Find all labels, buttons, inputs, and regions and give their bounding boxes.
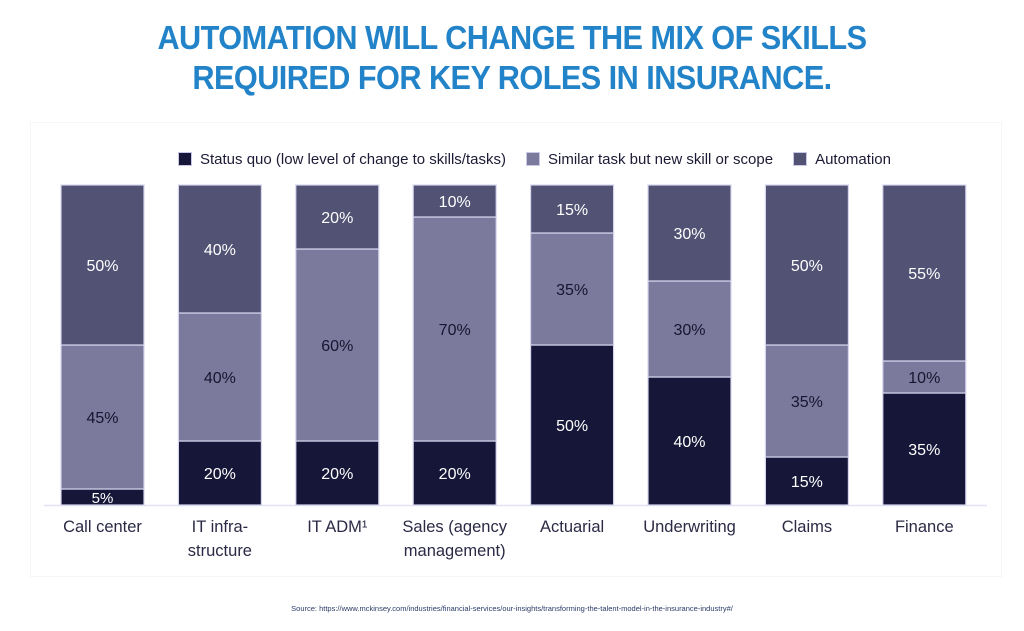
bar-stack: 50% 35% 15% xyxy=(529,184,615,506)
bar-segment xyxy=(764,184,850,346)
bar-segment xyxy=(647,280,732,378)
legend-swatch-status-quo xyxy=(178,152,192,166)
data-label: 5% xyxy=(92,490,114,507)
category-label: structure xyxy=(188,542,252,560)
bar-stack: 20% 40% 40% xyxy=(177,184,262,506)
data-label: 45% xyxy=(86,410,118,427)
data-label: 40% xyxy=(204,242,236,259)
data-label: 30% xyxy=(673,322,705,339)
data-label: 10% xyxy=(439,194,471,211)
bar-stack: 5% 45% 50% xyxy=(60,184,145,507)
bar-segment xyxy=(177,312,262,442)
bar-segment xyxy=(60,344,145,490)
category-label: Underwriting xyxy=(643,518,736,536)
bar-segment xyxy=(882,392,967,506)
source-note: Source: https://www.mckinsey.com/industr… xyxy=(291,604,733,613)
legend-item-automation: Automation xyxy=(793,151,891,168)
bar-segment xyxy=(295,248,380,442)
bar-segment xyxy=(412,440,497,506)
category-label: IT infra- xyxy=(192,518,249,536)
bar-segment xyxy=(295,440,380,506)
bar-segment xyxy=(764,456,850,506)
bar-stack: 15% 35% 50% xyxy=(764,184,850,506)
bar-segment xyxy=(882,184,967,362)
data-label: 40% xyxy=(673,434,705,451)
bar-stack: 40% 30% 30% xyxy=(647,184,732,506)
data-label: 20% xyxy=(321,210,353,227)
category-label: Call center xyxy=(63,518,142,536)
legend-item-similar-task: Similar task but new skill or scope xyxy=(525,150,774,168)
data-label: 20% xyxy=(321,466,353,483)
bar-segment xyxy=(647,184,732,282)
category-label: IT ADM¹ xyxy=(307,518,368,536)
bar-segment xyxy=(647,376,732,506)
bar-segment xyxy=(529,344,615,506)
legend-item-status-quo: Status quo (low level of change to skill… xyxy=(178,151,506,168)
bar-segment xyxy=(529,184,615,234)
chart-title-line-1: AUTOMATION WILL CHANGE THE MIX OF SKILLS xyxy=(157,19,867,56)
data-label: 70% xyxy=(439,322,471,339)
chart-title: AUTOMATION WILL CHANGE THE MIX OF SKILLS… xyxy=(36,18,988,98)
legend-label-automation: Automation xyxy=(815,150,891,168)
legend-label-similar-task: Similar task but new skill or scope xyxy=(547,150,774,168)
data-label: 15% xyxy=(556,202,588,219)
data-label: 10% xyxy=(908,370,940,387)
category-label: Finance xyxy=(895,518,954,536)
legend: Status quo (low level of change to skill… xyxy=(178,149,911,169)
legend-swatch-automation xyxy=(793,152,808,166)
bar-segment xyxy=(177,184,262,314)
category-label: management) xyxy=(404,542,506,560)
data-label: 15% xyxy=(791,474,823,491)
legend-swatch-similar-task xyxy=(525,152,540,166)
chart-title-line-2: REQUIRED FOR KEY ROLES IN INSURANCE. xyxy=(192,59,832,96)
category-label: Actuarial xyxy=(540,518,604,536)
category-label: Sales (agency xyxy=(402,518,507,536)
legend-label-status-quo: Status quo (low level of change to skill… xyxy=(200,150,506,168)
data-label: 35% xyxy=(791,394,823,411)
bar-segment xyxy=(60,184,145,346)
data-label: 35% xyxy=(556,282,588,299)
data-label: 40% xyxy=(204,370,236,387)
data-label: 20% xyxy=(439,466,471,483)
data-label: 50% xyxy=(791,258,823,275)
data-label: 50% xyxy=(86,258,118,275)
bar-segment xyxy=(764,344,850,458)
data-label: 30% xyxy=(673,226,705,243)
bar-stack: 20% 70% 10% xyxy=(412,184,497,506)
data-label: 55% xyxy=(908,266,940,283)
data-label: 20% xyxy=(204,466,236,483)
bar-stack: 35% 10% 55% xyxy=(882,184,967,506)
bar-stack: 20% 60% 20% xyxy=(295,184,380,506)
bar-segment xyxy=(412,184,497,218)
category-label: Claims xyxy=(782,518,832,536)
data-label: 60% xyxy=(321,338,353,355)
data-label: 50% xyxy=(556,418,588,435)
data-label: 35% xyxy=(908,442,940,459)
bar-segment xyxy=(295,184,380,250)
